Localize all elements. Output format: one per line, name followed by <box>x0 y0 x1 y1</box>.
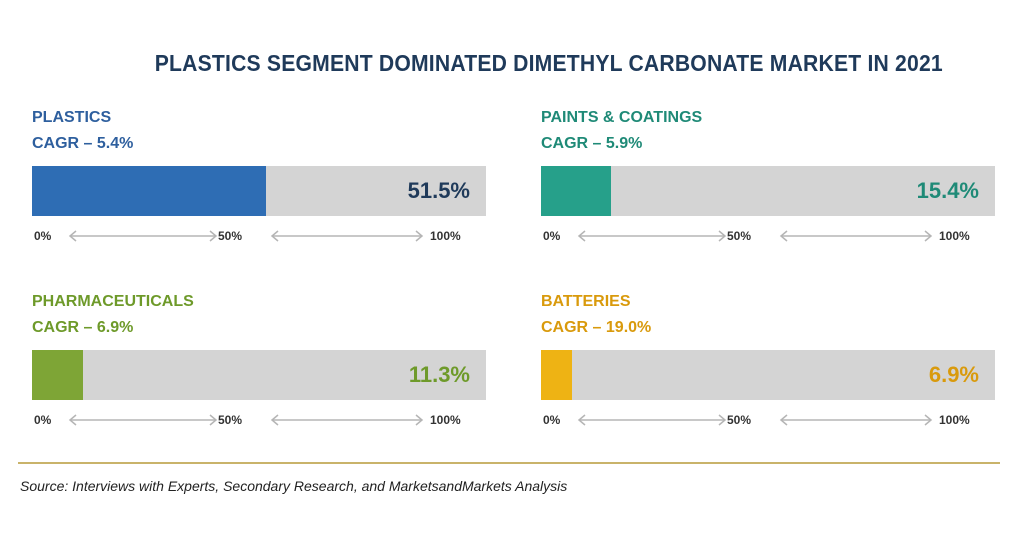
source-note: Source: Interviews with Experts, Seconda… <box>20 478 568 494</box>
bar-track: 51.5% <box>32 166 486 216</box>
tick-label-0: 0% <box>543 229 561 243</box>
tick-label-50: 50% <box>727 413 752 427</box>
bar-value-label: 11.3% <box>408 362 470 387</box>
bar-fill-paints-coatings <box>541 166 611 216</box>
segment-cagr: CAGR – 19.0% <box>541 319 652 336</box>
segment-panel-plastics: PLASTICS CAGR – 5.4% 51.5% 0% 50% 100% <box>32 108 492 246</box>
bar-fill-plastics <box>32 166 266 216</box>
segment-name: PLASTICS <box>32 109 112 126</box>
tick-label-100: 100% <box>939 413 970 427</box>
tick-label-0: 0% <box>543 413 561 427</box>
segment-panel-paints-coatings: PAINTS & COATINGS CAGR – 5.9% 15.4% 0% 50% 10… <box>541 108 1001 246</box>
segment-panel-pharmaceuticals: PHARMACEUTICALS CAGR – 6.9% 11.3% 0% 50% 100% <box>32 292 492 430</box>
bar-track: 6.9% <box>541 350 995 400</box>
bar-value-label: 15.4% <box>916 178 979 203</box>
divider <box>18 462 1000 464</box>
tick-label-0: 0% <box>34 413 52 427</box>
scale-axis: 0% 50% 100% <box>32 410 486 430</box>
tick-label-0: 0% <box>34 229 52 243</box>
segment-name: PAINTS & COATINGS <box>541 109 703 126</box>
segment-name: BATTERIES <box>541 293 631 310</box>
bar-track: 15.4% <box>541 166 995 216</box>
segment-panel-batteries: BATTERIES CAGR – 19.0% 6.9% 0% 50% 100% <box>541 292 1001 430</box>
segment-cagr: CAGR – 5.9% <box>541 135 643 152</box>
bar-value-label: 6.9% <box>928 362 979 387</box>
segment-name: PHARMACEUTICALS <box>32 293 194 310</box>
bar-fill-batteries <box>541 350 572 400</box>
scale-axis: 0% 50% 100% <box>541 226 995 246</box>
bar-value-label: 51.5% <box>407 178 470 203</box>
tick-label-50: 50% <box>218 229 243 243</box>
tick-label-50: 50% <box>727 229 752 243</box>
tick-label-100: 100% <box>939 229 970 243</box>
tick-label-100: 100% <box>430 413 461 427</box>
scale-axis: 0% 50% 100% <box>32 226 486 246</box>
bar-track: 11.3% <box>32 350 486 400</box>
segment-cagr: CAGR – 6.9% <box>32 319 134 336</box>
segment-cagr: CAGR – 5.4% <box>32 135 134 152</box>
scale-axis: 0% 50% 100% <box>541 410 995 430</box>
chart-title: PLASTICS SEGMENT DOMINATED DIMETHYL CARB… <box>154 50 943 76</box>
bar-fill-pharmaceuticals <box>32 350 83 400</box>
tick-label-50: 50% <box>218 413 243 427</box>
tick-label-100: 100% <box>430 229 461 243</box>
